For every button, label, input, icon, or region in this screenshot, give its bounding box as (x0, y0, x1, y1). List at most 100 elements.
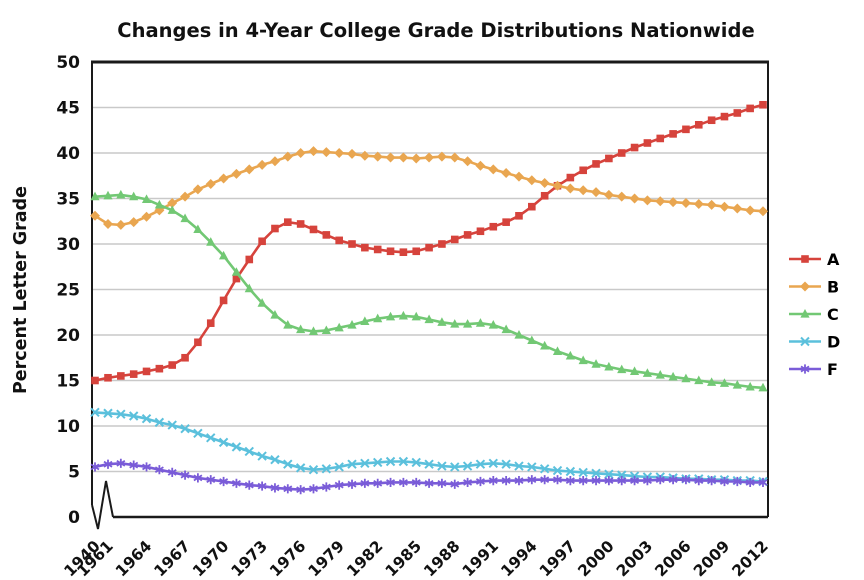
data-point-marker (437, 317, 447, 326)
data-point-marker (475, 318, 486, 327)
data-point-marker (681, 475, 691, 485)
data-point-marker (334, 462, 344, 472)
data-point-marker (116, 189, 126, 199)
data-point-marker (296, 485, 306, 495)
y-axis-title: Percent Letter Grade (11, 186, 31, 394)
y-tick-label-25: 25 (56, 281, 80, 301)
data-point-marker (539, 464, 550, 474)
data-point-marker (411, 457, 421, 468)
data-point-marker (296, 220, 305, 228)
x-tick-label-1997: 1997 (536, 537, 579, 580)
data-point-marker (411, 311, 421, 321)
data-point-marker (501, 168, 512, 179)
data-point-marker (385, 152, 396, 163)
data-point-marker (629, 366, 640, 375)
data-point-marker (488, 476, 498, 486)
data-point-marker (706, 199, 717, 210)
data-point-marker (617, 364, 627, 374)
data-point-marker (669, 130, 677, 138)
data-point-marker (128, 411, 139, 421)
data-point-marker (733, 109, 742, 117)
data-point-marker (732, 380, 742, 389)
data-point-marker (347, 319, 357, 329)
data-point-marker (655, 475, 665, 485)
data-point-marker (694, 476, 704, 486)
data-point-marker (167, 205, 177, 214)
series-A (91, 100, 767, 385)
y-tick-labels: 0 5 10 15 20 25 30 35 40 45 50 (56, 53, 80, 528)
data-point-marker (488, 458, 498, 469)
legend-item-B: B (789, 278, 839, 297)
data-point-marker (424, 152, 435, 163)
data-point-marker (192, 184, 203, 195)
data-point-marker (463, 231, 472, 239)
data-point-marker (219, 296, 228, 305)
y-tick-label-40: 40 (56, 144, 80, 164)
data-point-marker (258, 237, 266, 246)
data-point-marker (180, 470, 190, 480)
data-point-marker (334, 480, 344, 490)
data-point-marker (436, 151, 447, 162)
data-point-marker (321, 464, 332, 474)
data-point-marker (116, 409, 126, 419)
data-point-marker (424, 314, 434, 324)
data-point-marker (475, 160, 486, 171)
data-point-marker (181, 353, 189, 362)
data-point-marker (759, 100, 767, 109)
data-point-marker (128, 217, 139, 228)
data-point-marker (668, 475, 678, 485)
data-point-marker (437, 461, 447, 471)
data-point-marker (565, 350, 575, 360)
data-point-marker (592, 160, 600, 168)
legend-label-C: C (827, 305, 839, 324)
data-point-marker (732, 203, 743, 214)
data-point-marker (540, 475, 550, 485)
data-point-marker (591, 187, 602, 198)
legend-label-B: B (827, 278, 839, 297)
data-point-marker (308, 326, 319, 335)
series-layer (90, 100, 768, 495)
data-point-marker (231, 478, 241, 488)
data-point-marker (502, 218, 510, 226)
data-point-marker (308, 484, 318, 494)
series-D (90, 407, 768, 487)
data-point-marker (398, 310, 408, 320)
series-F (90, 458, 768, 495)
data-point-marker (244, 164, 255, 175)
data-point-marker (463, 477, 473, 488)
data-point-marker (321, 482, 331, 492)
data-point-marker (603, 189, 614, 200)
y-tick-label-35: 35 (56, 190, 80, 210)
data-point-marker (707, 116, 716, 125)
data-point-marker (411, 477, 421, 488)
y-tick-label-50: 50 (56, 53, 80, 73)
data-point-marker (270, 454, 280, 465)
data-point-marker (655, 196, 666, 207)
data-point-marker (257, 451, 267, 461)
data-point-marker (129, 191, 139, 201)
data-point-marker (438, 240, 446, 248)
x-tick-label-1970: 1970 (189, 537, 232, 580)
data-point-marker (475, 476, 485, 487)
data-point-marker (269, 156, 280, 167)
data-point-marker (501, 324, 511, 334)
data-point-marker (475, 459, 486, 469)
data-point-marker (309, 225, 318, 234)
data-point-marker (180, 213, 190, 223)
data-point-marker (476, 227, 485, 236)
data-point-marker (206, 475, 216, 485)
data-point-marker (335, 236, 343, 245)
series-C (90, 189, 768, 392)
data-point-marker (103, 459, 113, 469)
data-point-marker (90, 210, 100, 221)
data-point-marker (104, 373, 112, 382)
data-point-marker (386, 247, 395, 256)
data-point-marker (168, 361, 177, 369)
data-point-marker (526, 175, 537, 186)
data-point-marker (142, 462, 152, 472)
data-point-marker (745, 381, 755, 391)
data-point-marker (800, 281, 810, 292)
x-tick-label-1964: 1964 (112, 537, 155, 580)
